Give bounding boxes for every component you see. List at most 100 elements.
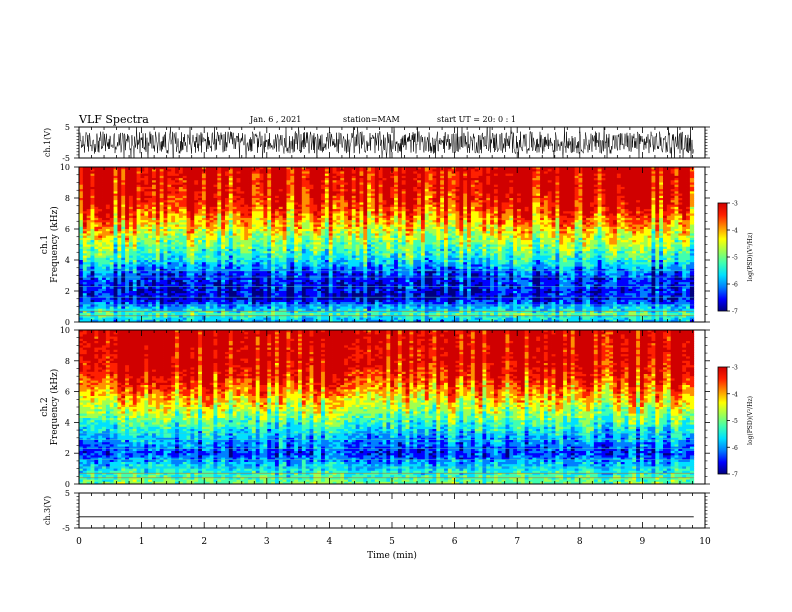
spectrogram-cell [655, 171, 660, 175]
spectrogram-cell [274, 178, 280, 181]
spectrogram-cell [371, 182, 376, 186]
spectrogram-cell [267, 189, 272, 192]
spectrogram-cell [274, 198, 280, 201]
spectrogram-cell [94, 175, 99, 179]
spectrogram-cell [155, 206, 161, 210]
spectrogram-cell [321, 169, 326, 172]
spectrogram-cell [586, 184, 591, 188]
spectrogram-cell [298, 189, 303, 192]
spectrogram-cell [547, 231, 552, 234]
spectrogram-cell [682, 182, 687, 186]
spectrogram-cell [244, 217, 249, 221]
spectrogram-cell [509, 204, 514, 208]
spectrogram-cell [605, 182, 610, 186]
spectrogram-cell [547, 180, 552, 183]
spectrogram-cell [493, 215, 499, 219]
spectrogram-cell [140, 209, 145, 212]
spectrogram-cell [566, 173, 572, 177]
spectrogram-cell [228, 186, 234, 190]
spectrogram-cell [444, 173, 449, 177]
spectrogram-cell [190, 217, 195, 221]
spectrogram-cell [263, 189, 268, 192]
spectrogram-cell [175, 200, 180, 203]
spectrogram-cell [670, 178, 675, 181]
spectrogram-cell [301, 209, 307, 212]
spectrogram-cell [632, 184, 637, 188]
spectrogram-cell [390, 209, 395, 212]
spectrogram-cell [478, 186, 483, 190]
spectrogram-cell [263, 233, 268, 237]
spectrogram-cell [232, 200, 237, 203]
spectrogram-cell [340, 231, 345, 234]
spectrogram-cell [205, 206, 211, 210]
spectrogram-cell [524, 229, 529, 232]
spectrogram-cell [574, 175, 579, 179]
spectrogram-cell [578, 186, 583, 190]
spectrogram-cell [90, 202, 95, 206]
spectrogram-cell [236, 231, 241, 234]
spectrogram-cell [148, 217, 153, 221]
spectrogram-cell [655, 226, 660, 230]
spectrogram-cell [317, 226, 322, 230]
spectrogram-cell [405, 226, 410, 230]
spectrogram-cell [394, 173, 399, 177]
spectrogram-cell [436, 220, 441, 223]
spectrogram-cell [428, 193, 433, 197]
spectrogram-cell [351, 182, 357, 186]
spectrogram-cell [609, 213, 614, 217]
spectrogram-cell [447, 180, 453, 183]
spectrogram-cell [459, 184, 464, 188]
spectrogram-cell [178, 233, 184, 237]
spectrogram-cell [321, 233, 326, 237]
spectrogram-cell [374, 180, 380, 183]
spectrogram-cell [152, 215, 157, 219]
spectrogram-cell [524, 226, 529, 230]
spectrogram-cell [355, 226, 360, 230]
spectrogram-cell [428, 189, 433, 192]
spectrogram-cell [198, 200, 203, 203]
spectrogram-cell [332, 186, 337, 190]
spectrogram-cell [244, 180, 249, 183]
spectrogram-cell [689, 200, 695, 203]
spectrogram-cell [563, 191, 568, 194]
spectrogram-cell [274, 220, 280, 223]
spectrogram-cell [205, 193, 211, 197]
spectrogram-cell [190, 175, 195, 179]
spectrogram-cell [394, 215, 399, 219]
spectrogram-cell [367, 215, 372, 219]
spectrogram-cell [205, 180, 211, 183]
spectrogram-cell [616, 198, 622, 201]
spectrogram-cell [105, 171, 111, 175]
spectrogram-cell [313, 233, 318, 237]
spectrogram-cell [578, 173, 583, 177]
spectrogram-cell [686, 204, 691, 208]
spectrogram-cell [178, 184, 184, 188]
spectrogram-cell [613, 229, 618, 232]
spectrogram-cell [102, 171, 107, 175]
spectrogram-cell [401, 178, 406, 181]
spectrogram-cell [374, 186, 380, 190]
spectrogram-cell [201, 206, 207, 210]
spectrogram-cell [490, 186, 495, 190]
spectrogram-cell [463, 189, 468, 192]
spectrogram-cell [175, 191, 180, 194]
spectrogram-cell [213, 195, 218, 199]
spectrogram-cell [570, 178, 576, 181]
spectrogram-cell [467, 169, 472, 172]
spectrogram-cell [194, 215, 199, 219]
spectrogram-cell [386, 169, 391, 172]
spectrogram-cell [228, 211, 234, 214]
spectrogram-cell [655, 184, 660, 188]
spectrogram-cell [663, 178, 668, 181]
spectrogram-cell [121, 186, 126, 190]
spectrogram-cell [152, 193, 157, 197]
spectrogram-cell [125, 224, 130, 228]
spectrogram-cell [444, 175, 449, 179]
spectrogram-cell [563, 222, 568, 225]
spectrogram-cell [301, 184, 307, 188]
spectrogram-cell [390, 213, 395, 217]
spectrogram-cell [163, 167, 168, 170]
spectrogram-cell [163, 231, 168, 234]
spectrogram-cell [474, 211, 479, 214]
spectrogram-cell [513, 231, 518, 234]
